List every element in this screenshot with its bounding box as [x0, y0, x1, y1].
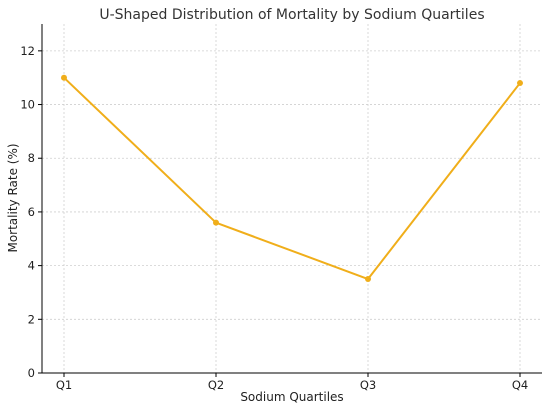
series-layer [61, 74, 523, 283]
x-tick-label: Q4 [512, 378, 528, 392]
data-point-q2 [213, 219, 219, 226]
axes-layer [41, 24, 542, 374]
ticks-layer: 0 2 4 6 8 10 12 Q1 Q2 Q3 Q4 [20, 44, 528, 392]
series-line [63, 76, 521, 281]
grid-layer [42, 24, 542, 373]
chart-title: U-Shaped Distribution of Mortality by So… [99, 7, 484, 23]
x-tick-label: Q1 [56, 378, 72, 392]
data-point-q1 [61, 74, 67, 81]
y-tick-label: 0 [28, 366, 35, 380]
y-tick-label: 12 [20, 44, 35, 58]
y-tick-label: 8 [28, 151, 35, 165]
y-tick-label: 10 [20, 98, 35, 112]
x-tick-label: Q3 [360, 378, 376, 392]
y-tick-label: 4 [28, 259, 35, 273]
data-point-q4 [517, 80, 523, 87]
data-point-q3 [365, 276, 371, 283]
y-tick-label: 2 [28, 312, 35, 326]
x-tick-label: Q2 [208, 378, 224, 392]
y-axis-title: Mortality Rate (%) [6, 143, 20, 252]
y-tick-label: 6 [28, 205, 35, 219]
x-axis-title: Sodium Quartiles [240, 390, 343, 404]
